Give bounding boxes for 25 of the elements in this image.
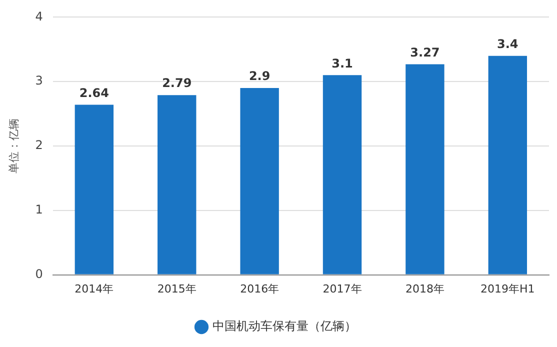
y-tick-label: 3 — [35, 74, 43, 88]
bar — [322, 75, 362, 274]
y-tick-label: 1 — [35, 202, 43, 217]
y-tick-label: 4 — [35, 9, 43, 24]
bar — [488, 56, 528, 274]
y-tick-label: 0 — [35, 266, 43, 281]
bar — [406, 64, 444, 274]
x-tick-label: 2017年 — [322, 282, 362, 296]
x-tick-label: 2016年 — [240, 282, 280, 296]
x-tick-label: 2019年H1 — [480, 282, 535, 296]
bar — [158, 95, 196, 274]
data-label: 3.1 — [332, 56, 353, 70]
x-tick-label: 2015年 — [157, 282, 196, 296]
x-tick-label: 2014年 — [74, 282, 114, 296]
data-label: 2.64 — [79, 86, 109, 100]
data-label: 2.79 — [162, 76, 192, 90]
x-tick-label: 2018年 — [405, 282, 444, 296]
y-tick-label: 2 — [35, 138, 43, 152]
data-label: 3.4 — [497, 36, 518, 51]
data-label: 2.9 — [248, 69, 270, 84]
data-label: 3.27 — [410, 45, 440, 60]
legend-label: 中国机动车保有量（亿辆） — [212, 319, 356, 334]
y-axis-title: 单位：亿辆 — [7, 118, 20, 174]
bar — [240, 88, 279, 274]
bar — [74, 104, 114, 274]
